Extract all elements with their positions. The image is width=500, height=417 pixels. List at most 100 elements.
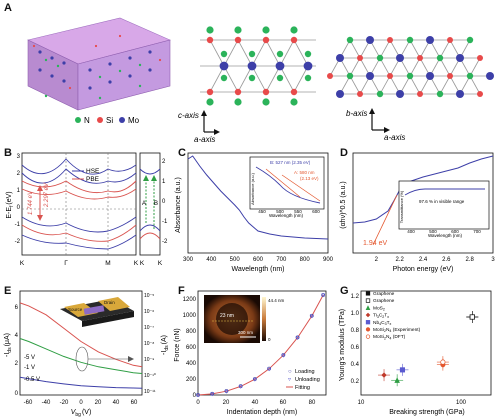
g-ytick-1.2: 1.2: [351, 294, 360, 300]
g-legend-marker: [365, 298, 371, 303]
c-inset-xtick-500: 500: [276, 209, 284, 214]
panel-d-letter: D: [340, 147, 348, 159]
f-unloading-point: [210, 392, 215, 397]
panel-g-modulus-chart: Young's modulus (TPa) 0.2 0.4 0.6 0.8 1.…: [339, 290, 492, 416]
e-ytick-right-0: 10⁻⁵: [144, 293, 154, 299]
top-b-axis-label: b-axis: [346, 109, 367, 118]
f-inset-height: 44.4 nm: [268, 298, 285, 303]
d-tauc-line: [352, 155, 494, 224]
e-device-source: Source: [68, 307, 83, 312]
g-xlabel: Breaking strength (GPa): [389, 409, 464, 416]
g-frame: [360, 290, 492, 396]
top-a-axis-label: a-axis: [384, 133, 405, 142]
b-legend-pbe: PBE: [86, 176, 100, 183]
f-legend-loading: Loading: [295, 369, 315, 375]
c-xtick: 800: [300, 257, 311, 263]
f-ytick-1000: 1000: [183, 313, 197, 319]
g-ylabel: Young's modulus (TPa): [339, 309, 346, 381]
e-ytick-right-1: 10⁻⁶: [144, 309, 154, 315]
f-ylabel: Force (nN): [174, 328, 181, 361]
b-legend-hse: HSE: [86, 168, 100, 175]
g-legend-label: Graphene: [373, 298, 395, 304]
g-legend-marker: [365, 291, 371, 296]
g-xtick-100: 100: [456, 400, 467, 406]
panel-a-letter: A: [4, 2, 12, 14]
f-ytick-400: 400: [186, 361, 197, 367]
d-xtick: 3: [491, 257, 495, 263]
e-curve-label-05v: -0.5 V: [24, 377, 40, 383]
c-inset-peak-a-ev: (2.13 eV): [300, 176, 319, 181]
b-k-label-3: K: [134, 260, 139, 267]
g-legend-marker: [365, 312, 371, 318]
e-xtick-m20: -20: [60, 400, 69, 406]
f-unloading-point: [224, 390, 229, 394]
d-inset-xtick-600: 600: [451, 229, 459, 234]
panel-a-structures: N Si Mo: [27, 17, 494, 144]
panel-b-band-structure: E-Ef(eV) 3 2 1 0 -1 -2 2 1 0 -1 -2 2.297…: [6, 152, 168, 267]
side-c-axis-label: c-axis: [178, 111, 199, 120]
f-unloading-point: [281, 354, 286, 358]
e-series-line: [19, 376, 143, 389]
d-xtick: 2.6: [442, 257, 451, 263]
f-frame: [197, 290, 327, 396]
e-ytick-right-3: 10⁻⁸: [144, 341, 154, 347]
d-inset-xtick-400: 400: [407, 229, 415, 234]
e-frame: [19, 290, 143, 396]
e-curve-label-5v: -5 V: [24, 355, 35, 361]
panel-a-top-view: [327, 36, 494, 98]
e-ylabel-left: -Ids(μA): [4, 333, 13, 357]
c-inset-ylabel: Absorbance (a.u.): [250, 172, 255, 204]
b-ytick-m2: -2: [15, 239, 21, 245]
panel-a-side-view: [200, 26, 316, 106]
g-data-point: [381, 372, 387, 378]
b-k-label-4: K: [140, 260, 145, 267]
c-xtick: 400: [206, 257, 217, 263]
g-ytick-0.6: 0.6: [351, 345, 360, 351]
b-valley-b: B: [154, 201, 158, 207]
f-fit-line: [197, 294, 324, 396]
g-data-point: [440, 359, 446, 365]
e-xtick-0: 0: [79, 400, 83, 406]
c-xlabel: Wavelength (nm): [231, 266, 284, 273]
f-unloading-point: [309, 314, 314, 319]
legend-mo-label: Mo: [128, 116, 140, 125]
e-ylabel-right: -Ids(A): [161, 335, 170, 355]
b-ytick-0: 0: [17, 205, 21, 211]
f-xtick-60: 60: [280, 400, 287, 406]
f-unloading-point: [195, 393, 201, 398]
f-xtick-80: 80: [309, 400, 316, 406]
e-ytick-6: 6: [15, 305, 19, 311]
d-inset-xtick-500: 500: [429, 229, 437, 234]
e-xlabel: Vbg(V): [71, 409, 92, 417]
g-ytick-0.8: 0.8: [351, 328, 360, 334]
panel-c-letter: C: [178, 147, 186, 159]
g-legend-marker: [365, 327, 371, 332]
c-inset-xtick-550: 550: [294, 209, 302, 214]
f-xtick-20: 20: [223, 400, 230, 406]
panel-g-letter: G: [340, 285, 349, 297]
g-data-point: [469, 314, 475, 320]
c-inset-xtick-600: 600: [312, 209, 320, 214]
f-unloading-point: [267, 367, 272, 372]
g-ytick-0.2: 0.2: [351, 379, 360, 385]
g-legend-label: Nb4C3Tx: [373, 320, 392, 326]
panel-e-letter: E: [4, 285, 12, 297]
d-inset-note: 97.6 % in visible range: [419, 199, 465, 204]
b-k-label-2: M: [105, 260, 110, 267]
legend-si-marker: [97, 117, 103, 123]
e-xtick-m60: -60: [24, 400, 33, 406]
e-series-line: [19, 302, 143, 368]
d-inset-ylabel: Transmittance (%): [399, 190, 404, 223]
g-legend-label: MoSi2N4 (DFT): [373, 334, 406, 340]
c-xtick: 900: [323, 257, 334, 263]
b-gap-label-1: 1.744 eV: [28, 190, 34, 215]
b-valley-a: A: [142, 201, 146, 207]
c-xtick: 500: [230, 257, 241, 263]
d-bandgap-label: 1.94 eV: [363, 240, 387, 247]
b-k-label-0: K: [20, 260, 25, 267]
g-legend-marker: [365, 305, 371, 310]
f-unloading-point: [238, 385, 243, 389]
legend-n-label: N: [84, 116, 90, 125]
b-k-label-1: Γ: [64, 260, 68, 267]
g-legend-marker: [365, 334, 371, 339]
